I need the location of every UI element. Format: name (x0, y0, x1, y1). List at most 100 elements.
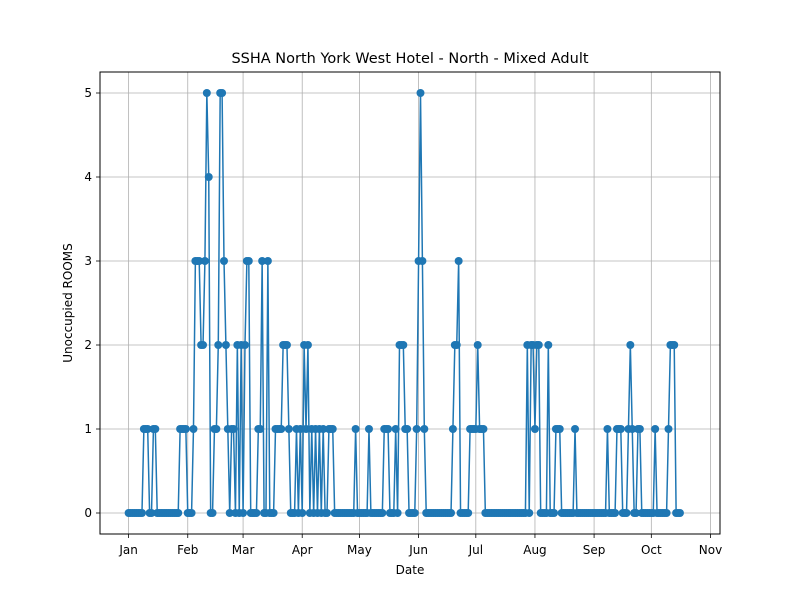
data-point (225, 509, 234, 517)
data-point (448, 425, 457, 433)
data-point (464, 509, 473, 517)
data-point (269, 509, 278, 517)
data-point (284, 425, 293, 433)
y-axis: 0 1 2 3 4 5 (84, 86, 100, 520)
data-point (302, 425, 311, 433)
data-point (244, 257, 253, 265)
data-point (635, 425, 644, 433)
x-tick-label: Oct (641, 543, 662, 557)
x-tick-label: Aug (523, 543, 546, 557)
data-point (256, 425, 265, 433)
data-point (651, 425, 660, 433)
data-point (303, 341, 312, 349)
data-point (616, 425, 625, 433)
data-point (454, 257, 463, 265)
data-point (530, 425, 539, 433)
data-point (199, 341, 208, 349)
data-point (399, 341, 408, 349)
y-tick-label: 0 (84, 506, 92, 520)
y-tick-label: 2 (84, 338, 92, 352)
data-point (240, 341, 249, 349)
data-point (670, 341, 679, 349)
x-tick-label: Jan (118, 543, 138, 557)
data-point (479, 425, 488, 433)
data-point (351, 425, 360, 433)
x-axis: Jan Feb Mar Apr May Jun Jul Aug Sep Oct Nov (118, 534, 722, 557)
data-point (282, 341, 291, 349)
data-point (664, 425, 673, 433)
data-point (555, 425, 564, 433)
data-point (544, 341, 553, 349)
data-point (447, 509, 456, 517)
data-point (611, 509, 620, 517)
data-point (364, 425, 373, 433)
data-point (218, 89, 227, 97)
x-tick-label: Nov (699, 543, 722, 557)
data-point (296, 425, 305, 433)
y-tick-label: 5 (84, 86, 92, 100)
x-tick-label: Jul (468, 543, 483, 557)
data-point (229, 425, 238, 433)
y-tick-label: 1 (84, 422, 92, 436)
data-point (378, 509, 387, 517)
data-point (277, 425, 286, 433)
data-point (416, 89, 425, 97)
data-point (252, 509, 261, 517)
chart-title: SSHA North York West Hotel - North - Mix… (231, 51, 588, 67)
data-point (662, 509, 671, 517)
data-point (319, 425, 328, 433)
data-point (418, 257, 427, 265)
data-point (675, 509, 684, 517)
x-tick-label: Apr (292, 543, 313, 557)
data-point (239, 509, 248, 517)
data-point (174, 509, 183, 517)
plot-frame (99, 71, 721, 535)
y-tick-label: 3 (84, 254, 92, 268)
data-point (403, 425, 412, 433)
data-point (187, 509, 196, 517)
data-point (550, 509, 559, 517)
data-point (147, 509, 156, 517)
data-point (151, 425, 160, 433)
series-layer (124, 89, 684, 517)
data-point (393, 509, 402, 517)
x-tick-label: Mar (232, 543, 255, 557)
y-axis-label: Unoccupied ROOMS (61, 243, 75, 363)
y-tick-label: 4 (84, 170, 92, 184)
data-point (328, 425, 337, 433)
data-point (221, 341, 230, 349)
x-axis-label: Date (396, 563, 425, 577)
data-point (220, 257, 228, 265)
data-point (534, 341, 543, 349)
data-point (571, 425, 580, 433)
x-tick-label: Feb (177, 543, 198, 557)
data-point (391, 425, 400, 433)
data-point (412, 425, 421, 433)
data-point (208, 509, 217, 517)
data-point (189, 425, 198, 433)
data-point (452, 341, 461, 349)
data-point (384, 425, 393, 433)
x-tick-label: Sep (583, 543, 606, 557)
data-point (263, 257, 272, 265)
data-point (212, 425, 221, 433)
data-point (195, 257, 204, 265)
data-point (204, 173, 213, 181)
data-point (143, 425, 152, 433)
grid-lines (100, 72, 720, 534)
data-point (410, 509, 419, 517)
data-point (626, 341, 635, 349)
data-point (181, 425, 190, 433)
data-point (258, 257, 267, 265)
data-point (202, 89, 211, 97)
data-point (137, 509, 146, 517)
data-point (603, 425, 612, 433)
x-tick-label: Jun (408, 543, 428, 557)
data-point (420, 425, 429, 433)
data-point (628, 425, 637, 433)
data-point (214, 341, 223, 349)
data-point (200, 257, 209, 265)
data-point (323, 509, 332, 517)
data-point (632, 509, 641, 517)
